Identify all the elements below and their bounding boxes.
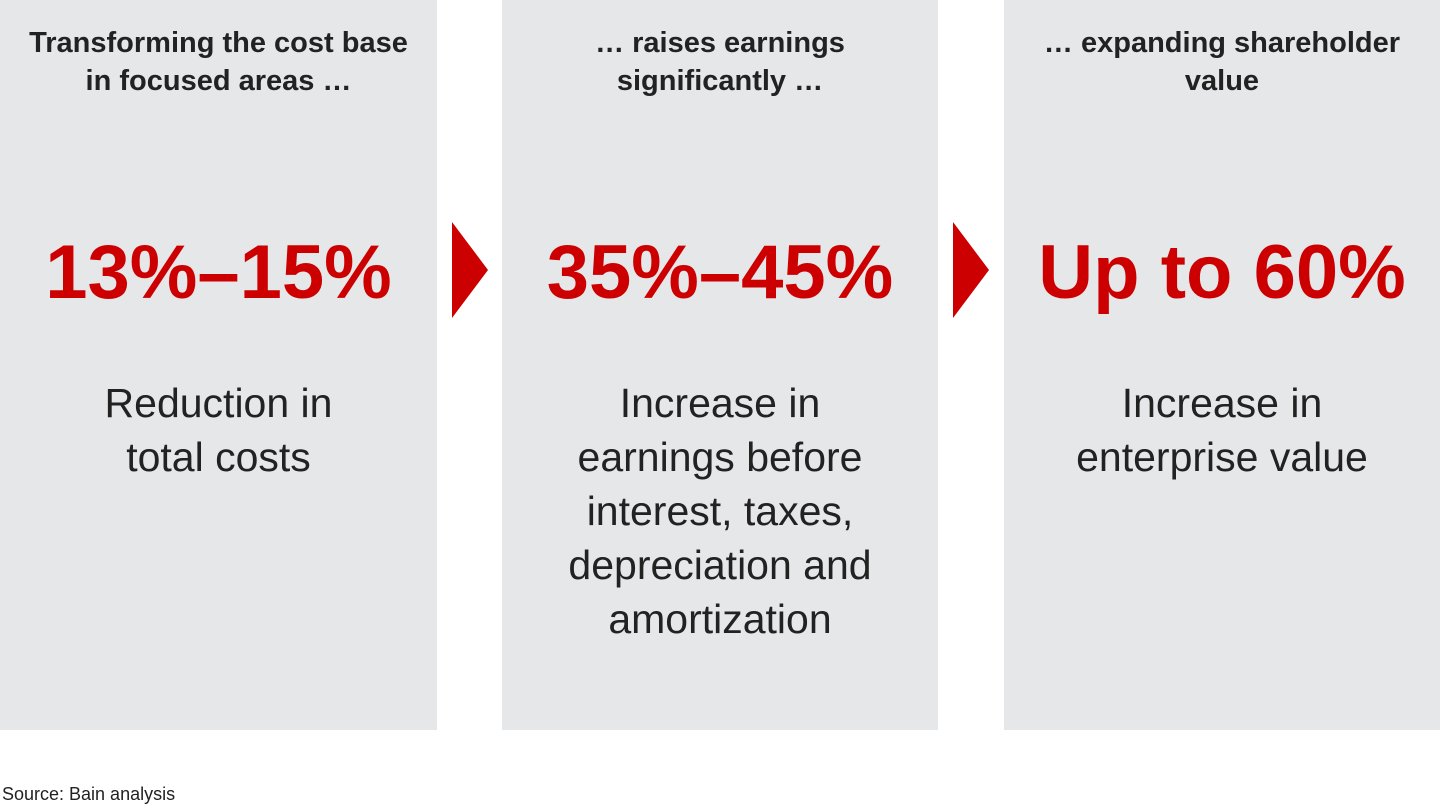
arrow	[953, 222, 989, 318]
panel-description: Reduction in total costs	[0, 376, 437, 484]
panel-heading: … expanding shareholder value	[1004, 24, 1440, 100]
panel-heading: Transforming the cost base in focused ar…	[0, 24, 437, 100]
arrow	[452, 222, 488, 318]
panel-figure: Up to 60%	[1038, 230, 1406, 315]
description-line: interest, taxes,	[586, 488, 854, 534]
panel-description: Increase in earnings before interest, ta…	[502, 376, 938, 646]
heading-line: Transforming the cost base	[29, 27, 408, 59]
description-line: depreciation and	[568, 542, 872, 588]
heading-line: … raises earnings	[595, 27, 845, 59]
panel-description: Increase in enterprise value	[1004, 376, 1440, 484]
description-line: Increase in	[619, 380, 821, 426]
panel: … raises earnings significantly … 35%–45…	[502, 0, 938, 730]
panel: Transforming the cost base in focused ar…	[0, 0, 437, 730]
heading-line: significantly …	[616, 65, 824, 97]
heading-line: … expanding shareholder	[1043, 27, 1401, 59]
description-line: earnings before	[577, 434, 863, 480]
panel-heading: … raises earnings significantly …	[502, 24, 938, 100]
heading-line: in focused areas …	[85, 65, 352, 97]
panel-figure: 35%–45%	[546, 230, 894, 315]
heading-line: value	[1184, 65, 1260, 97]
arrow-shape	[452, 222, 488, 318]
description-line: total costs	[126, 434, 311, 480]
panel-figure: 13%–15%	[45, 230, 392, 315]
description-line: amortization	[608, 596, 832, 642]
description-line: enterprise value	[1076, 434, 1368, 480]
description-line: Reduction in	[104, 380, 333, 426]
arrow-shape	[953, 222, 989, 318]
panel: … expanding shareholder value Up to 60% …	[1004, 0, 1440, 730]
description-line: Increase in	[1121, 380, 1323, 426]
source-note: Source: Bain analysis	[2, 784, 176, 804]
